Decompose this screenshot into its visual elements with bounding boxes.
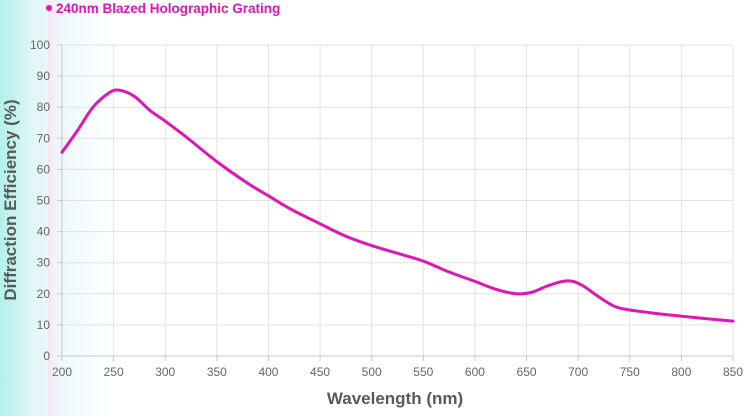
x-tick-label-200: 200	[52, 365, 72, 379]
x-tick-label-600: 600	[465, 365, 485, 379]
y-tick-label-30: 30	[37, 256, 51, 270]
x-tick-label-550: 550	[413, 365, 433, 379]
x-tick-label-350: 350	[207, 365, 227, 379]
x-tick-label-450: 450	[310, 365, 330, 379]
y-tick-label-70: 70	[37, 131, 51, 145]
x-tick-label-650: 650	[517, 365, 537, 379]
background-accent-stripe	[48, 0, 62, 416]
y-tick-label-40: 40	[37, 225, 51, 239]
legend-marker	[46, 5, 52, 11]
legend-label: 240nm Blazed Holographic Grating	[56, 1, 281, 16]
y-tick-label-80: 80	[37, 100, 51, 114]
x-tick-label-300: 300	[155, 365, 175, 379]
y-axis-ticks: 0 10 20 30 40 50 60 70 80 90 100	[30, 38, 62, 363]
x-tick-label-400: 400	[258, 365, 278, 379]
x-axis-ticks: 200 250 300 350 400 450 500 550 600 650 700 750 800 8…	[52, 356, 743, 379]
y-tick-label-20: 20	[37, 287, 51, 301]
x-tick-label-750: 750	[620, 365, 640, 379]
y-tick-label-60: 60	[37, 162, 51, 176]
y-tick-label-90: 90	[37, 69, 51, 83]
x-tick-label-800: 800	[671, 365, 691, 379]
y-tick-label-50: 50	[37, 194, 51, 208]
legend[interactable]: 240nm Blazed Holographic Grating	[46, 1, 280, 16]
x-tick-label-850: 850	[723, 365, 743, 379]
y-axis-title: Diffraction Efficiency (%)	[1, 99, 20, 300]
series-group	[60, 88, 735, 323]
series-line-0[interactable]	[60, 88, 735, 323]
x-tick-label-500: 500	[362, 365, 382, 379]
x-axis-title: Wavelength (nm)	[327, 389, 463, 408]
y-tick-label-0: 0	[43, 349, 50, 363]
y-tick-label-10: 10	[37, 318, 51, 332]
grid	[62, 44, 734, 356]
y-tick-label-100: 100	[30, 38, 50, 52]
x-tick-label-700: 700	[568, 365, 588, 379]
x-tick-label-250: 250	[104, 365, 124, 379]
